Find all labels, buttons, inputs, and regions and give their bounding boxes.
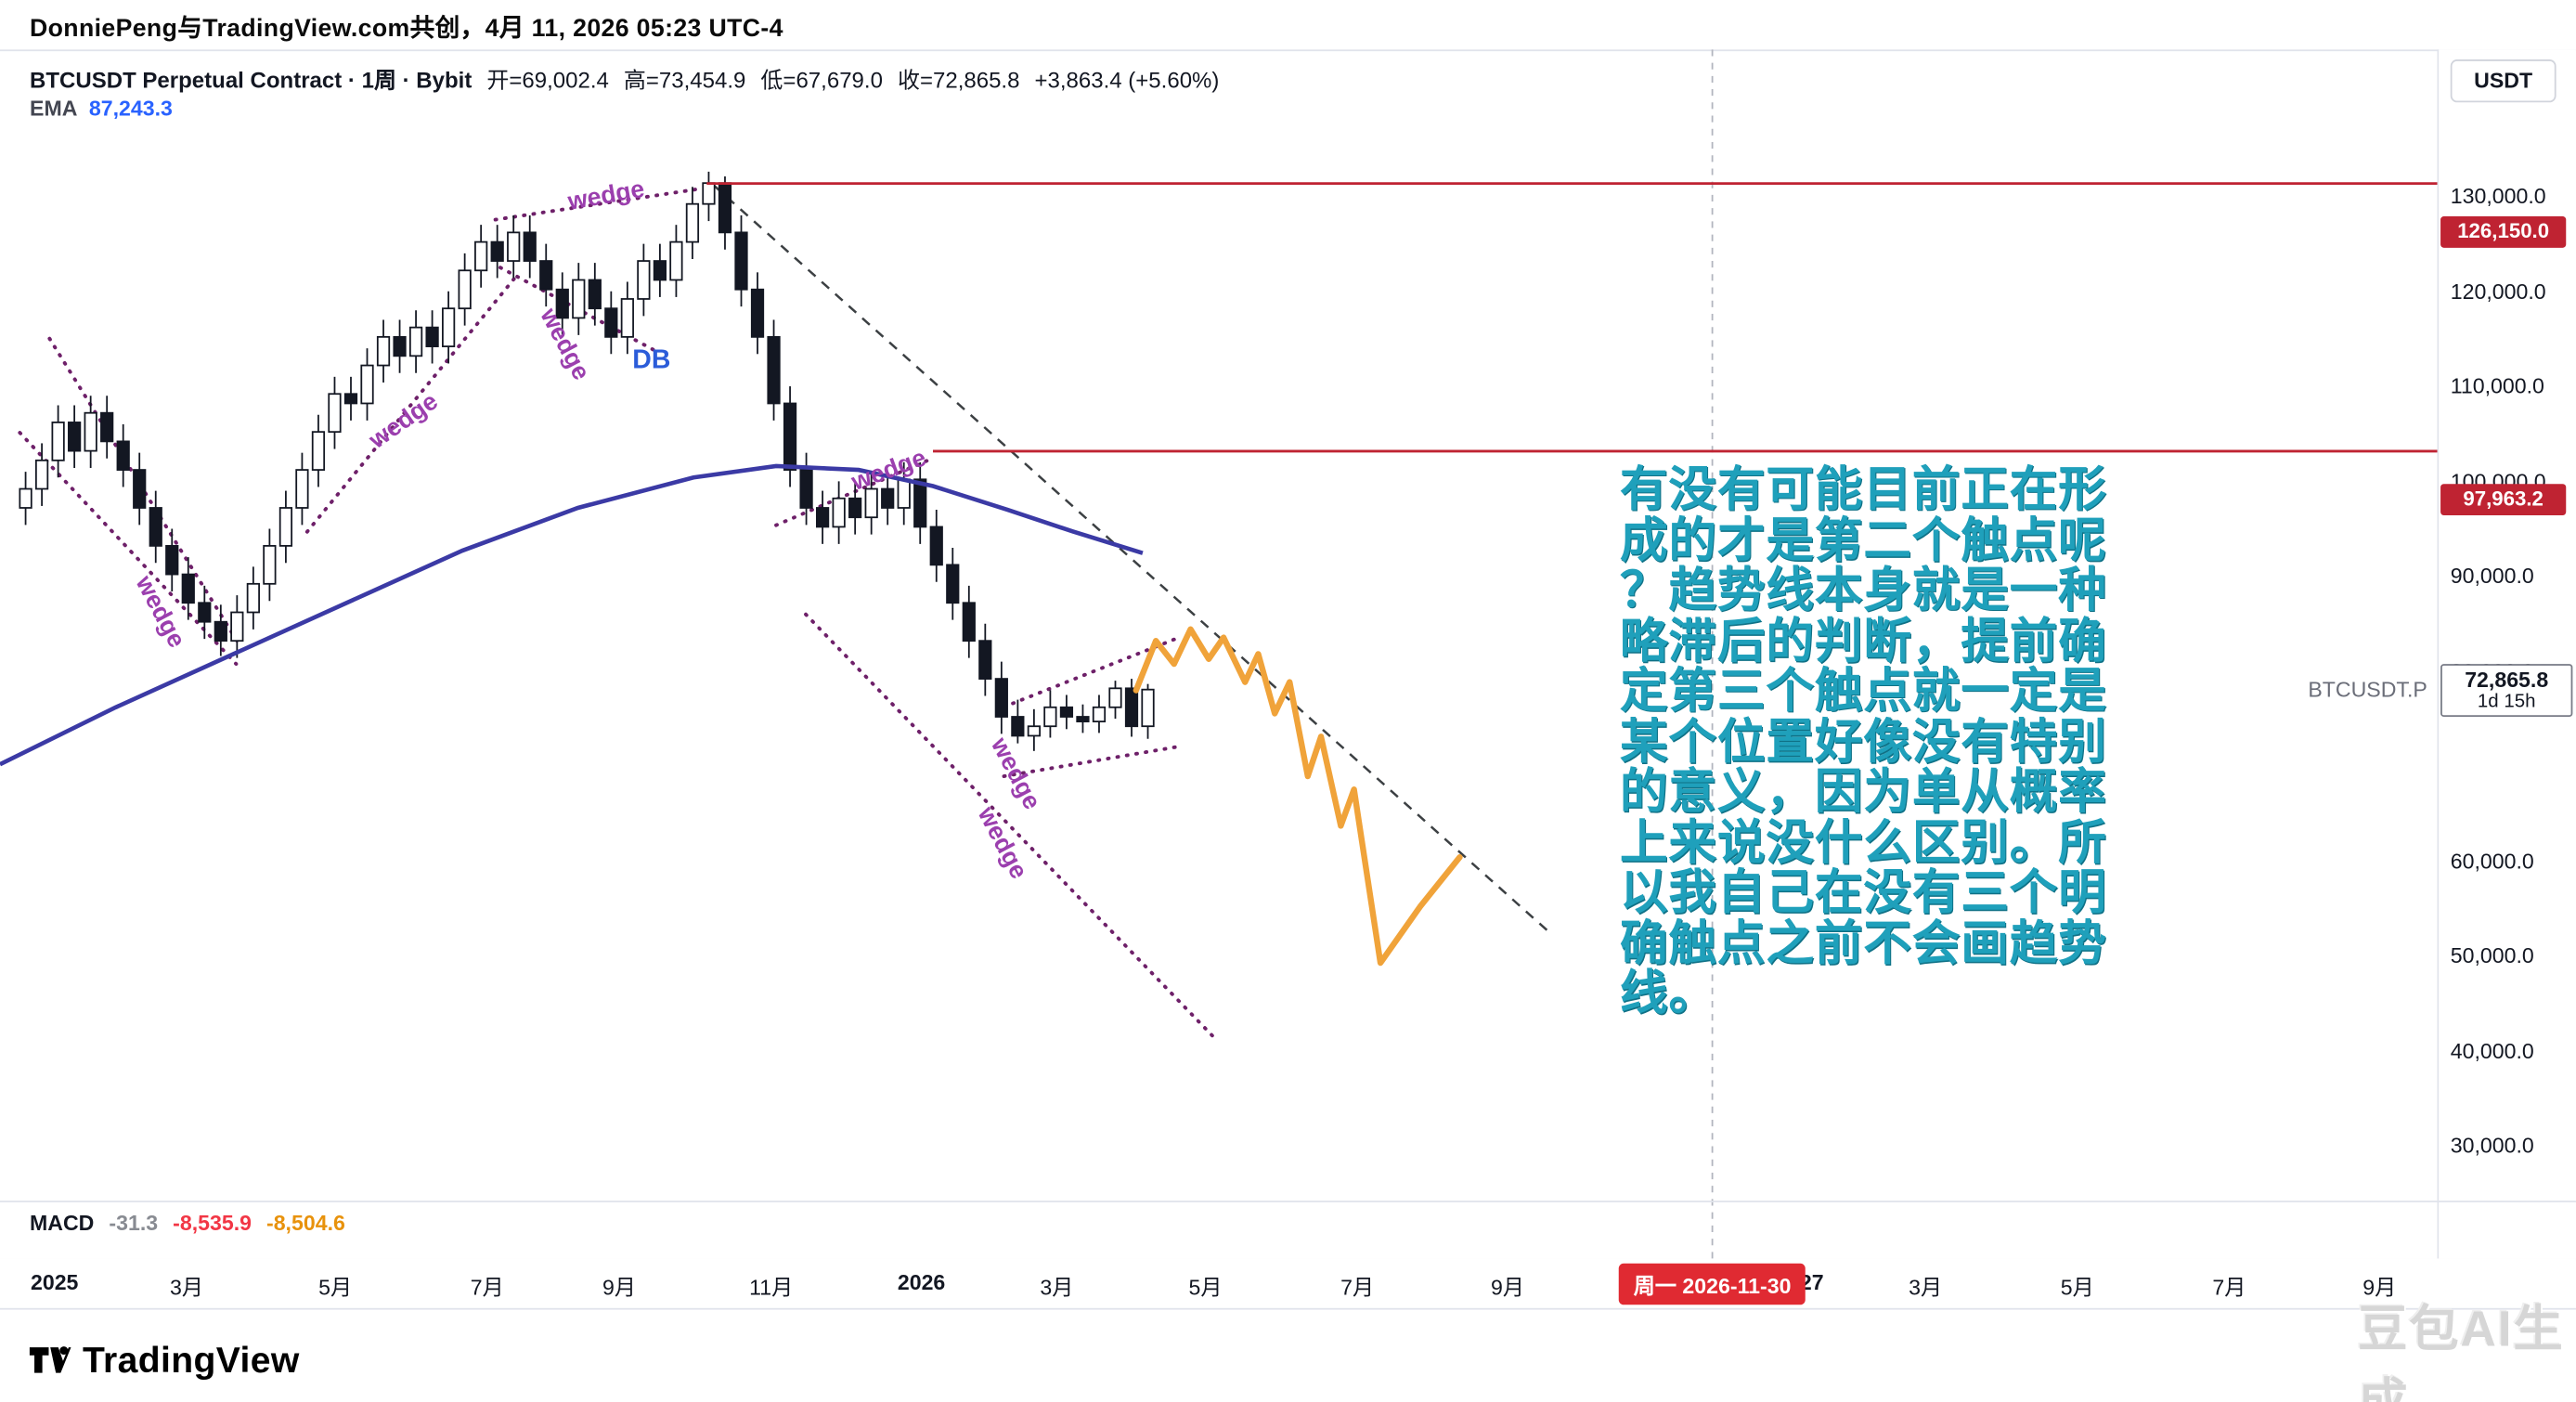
time-tick-label: 9月 — [2362, 1275, 2397, 1300]
ohlc-low: 低=67,679.0 — [760, 67, 883, 93]
macd-label: MACD — [30, 1210, 95, 1236]
wedge-label[interactable]: wedge — [363, 387, 443, 455]
descending-trendline[interactable] — [712, 184, 1553, 936]
analysis-note-text[interactable]: 有没有可能目前正在形 成的才是第二个触点呢 ？趋势线本身就是一种 略滞后的判断，… — [1620, 463, 2107, 1021]
toolbar-divider — [0, 49, 2576, 52]
tradingview-logo-text: TradingView — [82, 1338, 300, 1381]
price-tick-label: 110,000.0 — [2450, 373, 2544, 398]
ema-legend[interactable]: EMA 87,243.3 — [30, 96, 173, 121]
price-tick-label: 90,000.0 — [2450, 563, 2534, 589]
time-tick-label: 3月 — [170, 1275, 204, 1300]
time-tick-label: 7月 — [1340, 1275, 1375, 1300]
price-tick-label: 60,000.0 — [2450, 848, 2534, 874]
last-price-value: 72,865.8 — [2465, 666, 2549, 692]
ohlc-close: 收=72,865.8 — [897, 67, 1020, 93]
ema-label: EMA — [30, 96, 78, 121]
time-tick-label: 2025 — [30, 1269, 79, 1295]
chart-bottom-border — [0, 1307, 2576, 1310]
time-tick-label: 7月 — [2212, 1275, 2246, 1300]
wedge-label[interactable]: wedge — [565, 175, 647, 215]
pane-divider — [0, 1201, 2576, 1202]
currency-toggle-button[interactable]: USDT — [2450, 59, 2557, 103]
ohlc-high: 高=73,454.9 — [623, 67, 746, 93]
price-level-tag: 97,963.2 — [2440, 484, 2567, 516]
price-axis-border — [2437, 49, 2440, 1308]
ema-curve[interactable] — [0, 463, 1144, 767]
candles[interactable] — [19, 171, 1155, 751]
wedge-label[interactable]: wedge — [986, 732, 1047, 813]
macd-value: -8,535.9 — [173, 1210, 252, 1236]
time-tick-label: 9月 — [602, 1275, 637, 1300]
macd-legend[interactable]: MACD -31.3 -8,535.9 -8,504.6 — [30, 1211, 345, 1236]
price-tick-label: 50,000.0 — [2450, 942, 2534, 968]
ema-value: 87,243.3 — [88, 96, 173, 121]
time-tick-label: 5月 — [1188, 1275, 1223, 1300]
price-tick-label: 120,000.0 — [2450, 278, 2546, 304]
date-marker-badge: 周一 2026-11-30 — [1618, 1263, 1806, 1305]
price-tick-label: 40,000.0 — [2450, 1037, 2534, 1063]
ohlc-open: 开=69,002.4 — [486, 67, 609, 93]
macd-value: -8,504.6 — [265, 1210, 345, 1236]
time-tick-label: 3月 — [1040, 1275, 1074, 1300]
time-tick-label: 7月 — [470, 1275, 504, 1300]
macd-values: -31.3 -8,535.9 -8,504.6 — [109, 1211, 344, 1236]
time-tick-label: 5月 — [318, 1275, 353, 1300]
symbol-price-line-label: BTCUSDT.P — [2308, 676, 2427, 702]
time-axis[interactable]: 20253月5月7月9月11月20263月5月7月9月20273月5月7月9月周… — [0, 1258, 2576, 1308]
symbol-title[interactable]: BTCUSDT Perpetual Contract · 1周 · Bybit — [30, 67, 472, 93]
time-tick-label: 2026 — [897, 1269, 946, 1295]
time-tick-label: 5月 — [2060, 1275, 2094, 1300]
tradingview-logo-icon — [29, 1346, 71, 1373]
macd-value: -31.3 — [109, 1210, 159, 1236]
ohlc-change: +3,863.4 (+5.60%) — [1034, 67, 1220, 93]
time-tick-label: 11月 — [749, 1275, 794, 1300]
price-tick-label: 130,000.0 — [2450, 183, 2546, 209]
candle-countdown: 1d 15h — [2477, 691, 2536, 711]
chart-legend: BTCUSDT Perpetual Contract · 1周 · Bybit … — [30, 61, 1219, 95]
price-level-tag: 126,150.0 — [2440, 216, 2567, 249]
price-tick-label: 30,000.0 — [2450, 1133, 2534, 1158]
ai-generated-watermark: 豆包AI生成 — [2358, 1303, 2565, 1402]
tradingview-footer-logo[interactable]: TradingView — [26, 1338, 299, 1383]
hand-drawn-projection[interactable] — [1133, 626, 1463, 967]
db-label[interactable]: DB — [632, 345, 670, 375]
attribution-text: DonniePeng与TradingView.com共创，4月 11, 2026… — [30, 15, 783, 44]
time-tick-label: 9月 — [1491, 1275, 1525, 1300]
time-tick-label: 3月 — [1909, 1275, 1943, 1300]
last-price-label: 72,865.8 1d 15h — [2440, 663, 2573, 717]
